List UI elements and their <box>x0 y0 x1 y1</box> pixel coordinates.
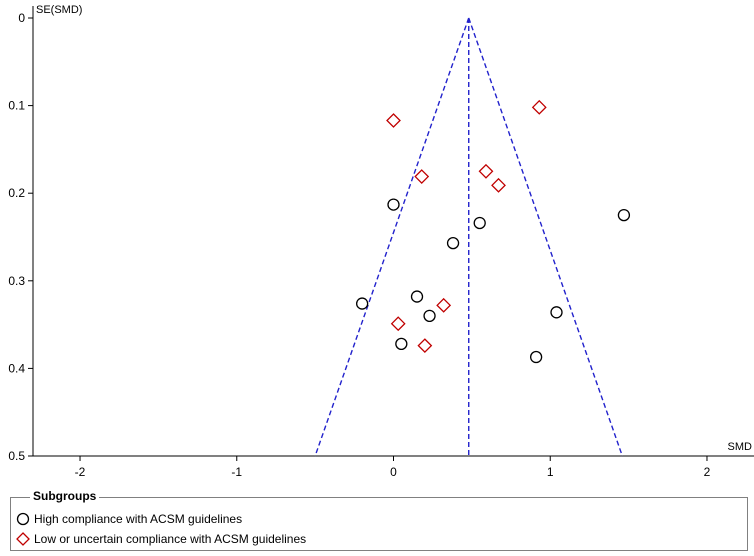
study-point-high <box>356 297 369 310</box>
funnel-plot: 0 0.1 0.2 0.3 0.4 0.5 -2 -1 0 1 2 SE(SMD) SMD <box>8 4 754 479</box>
legend-title: Subgroups <box>30 489 100 503</box>
study-point-high <box>387 198 400 211</box>
study-point-low <box>390 316 406 332</box>
legend-item-high: High compliance with ACSM guidelines <box>16 510 242 528</box>
legend-box <box>10 497 748 551</box>
x-axis-title: SMD <box>728 441 753 453</box>
study-point-low <box>417 338 433 354</box>
x-tick-label: 1 <box>547 465 554 479</box>
study-point-high <box>617 208 631 222</box>
study-point-high <box>446 236 460 250</box>
x-tick-label: -2 <box>75 465 86 479</box>
study-point-high <box>410 290 424 303</box>
study-point-low <box>386 113 401 128</box>
x-tick-label: 0 <box>390 465 397 479</box>
y-tick-label: 0.2 <box>8 186 25 200</box>
legend-label-low: Low or uncertain compliance with ACSM gu… <box>34 532 307 546</box>
study-point-high <box>395 337 408 351</box>
diamond-icon <box>16 532 30 546</box>
study-point-high <box>423 309 436 322</box>
study-point-high <box>473 216 486 230</box>
y-axis-title: SE(SMD) <box>36 4 82 16</box>
circle-icon <box>16 512 30 526</box>
study-point-low <box>531 99 547 115</box>
study-point-low <box>414 169 430 184</box>
y-tick-label: 0 <box>18 11 25 25</box>
study-point-low <box>491 177 506 193</box>
legend-label-high: High compliance with ACSM guidelines <box>34 512 243 526</box>
y-tick-label: 0.3 <box>8 274 25 288</box>
study-point-low <box>478 163 494 179</box>
legend-item-low: Low or uncertain compliance with ACSM gu… <box>16 530 306 548</box>
x-tick-label: 2 <box>704 465 711 479</box>
funnel-right-line <box>468 17 623 457</box>
funnel-left-line <box>314 17 470 457</box>
y-tick-label: 0.5 <box>8 449 25 463</box>
y-tick-label: 0.4 <box>8 361 25 375</box>
x-tick-label: -1 <box>231 465 242 479</box>
study-point-low <box>436 297 452 313</box>
y-tick-label: 0.1 <box>8 99 25 113</box>
study-point-high <box>529 350 543 364</box>
study-point-high <box>550 306 563 319</box>
